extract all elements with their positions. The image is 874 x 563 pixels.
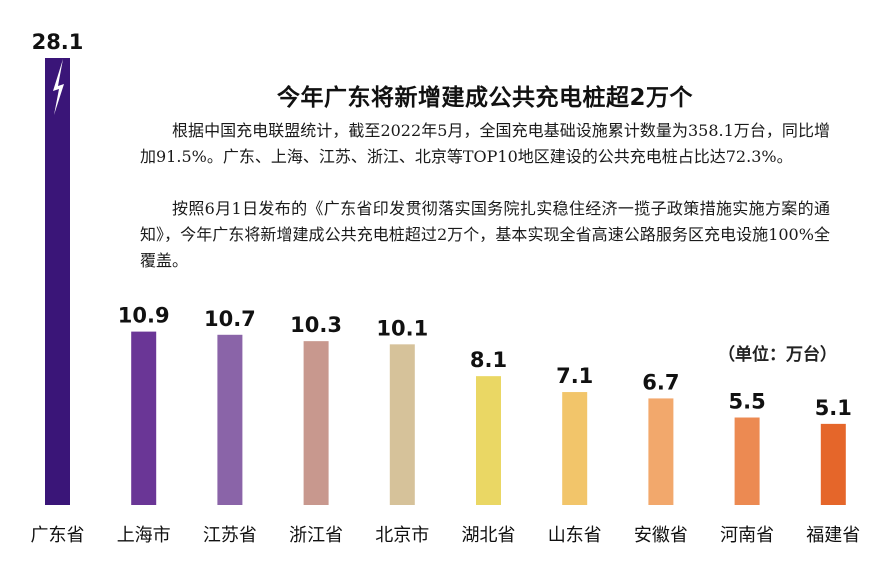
- bar-6: [476, 376, 501, 505]
- description-paragraph-2: 按照6月1日发布的《广东省印发贯彻落实国务院扎实稳住经济一揽子政策措施实施方案的…: [140, 199, 830, 270]
- description-paragraph-1: 根据中国充电联盟统计，截至2022年5月，全国充电基础设施累计数量为358.1万…: [140, 121, 830, 166]
- bar-6-value-label: 8.1: [470, 348, 507, 372]
- bar-10: [820, 423, 846, 505]
- bar-3-value-label: 10.7: [204, 307, 256, 331]
- chart-title: 今年广东将新增建成公共充电桩超2万个: [276, 85, 693, 111]
- bar-3: [217, 334, 243, 505]
- bar-10-category-label: 福建省: [806, 525, 860, 546]
- bar-9-category-label: 河南省: [720, 525, 774, 546]
- bar-8-category-label: 安徽省: [634, 525, 688, 546]
- bar-8: [648, 398, 674, 505]
- bar-1-category-label: 广东省: [31, 525, 85, 546]
- lightning-icon: [53, 59, 64, 115]
- bar-5-value-label: 10.1: [376, 316, 428, 340]
- unit-label: （单位：万台）: [718, 345, 837, 365]
- bar-7-value-label: 7.1: [556, 364, 593, 388]
- bar-4-value-label: 10.3: [290, 313, 342, 337]
- bar-9: [734, 417, 760, 505]
- bar-2-category-label: 上海市: [117, 525, 171, 546]
- bar-4: [303, 341, 329, 505]
- bar-10-value-label: 5.1: [815, 396, 852, 420]
- bar-4-category-label: 浙江省: [289, 525, 343, 546]
- bar-6-category-label: 湖北省: [462, 525, 516, 546]
- bar-5-category-label: 北京市: [375, 525, 429, 546]
- bar-1: [45, 58, 70, 505]
- bar-1-value-label: 28.1: [32, 30, 84, 54]
- bar-9-value-label: 5.5: [728, 390, 765, 414]
- bar-7: [562, 392, 588, 505]
- bar-8-value-label: 6.7: [642, 370, 679, 394]
- bar-5: [389, 344, 415, 505]
- bar-2-value-label: 10.9: [118, 304, 170, 328]
- bar-7-category-label: 山东省: [548, 525, 602, 546]
- bar-3-category-label: 江苏省: [203, 525, 257, 546]
- bar-2: [131, 331, 157, 505]
